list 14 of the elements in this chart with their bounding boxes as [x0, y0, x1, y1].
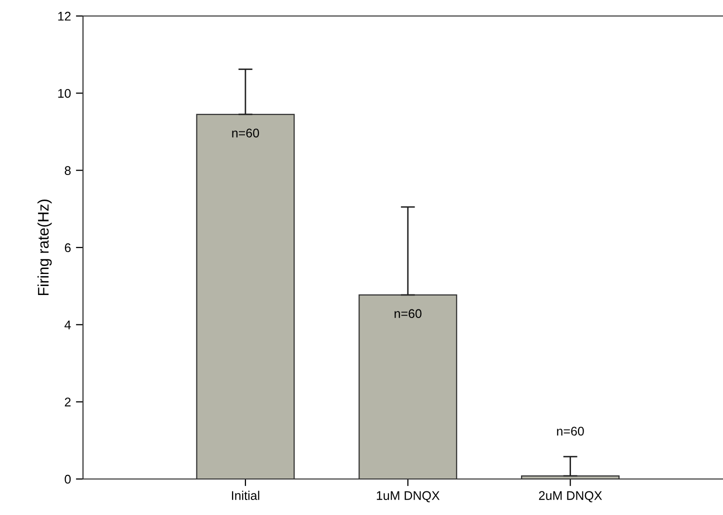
- annotation: n=60: [557, 426, 584, 436]
- y-tick-label: 4: [64, 320, 71, 330]
- y-tick-label: 12: [58, 12, 71, 21]
- annotation: n=60: [232, 128, 260, 138]
- y-tick-label: 6: [64, 243, 71, 252]
- annotation: n=60: [394, 309, 422, 318]
- x-tick-label: 2uM DNQX: [538, 491, 602, 502]
- y-tick-label: 8: [64, 166, 71, 175]
- y-tick-label: 10: [58, 88, 71, 98]
- x-tick-label: Initial: [232, 490, 260, 500]
- y-tick-label: 0: [64, 474, 71, 484]
- y-tick-label: 2: [64, 398, 71, 406]
- x-tick-label: 1uM DNQX: [376, 491, 440, 502]
- y-axis-title: Firing rate(Hz): [37, 200, 52, 296]
